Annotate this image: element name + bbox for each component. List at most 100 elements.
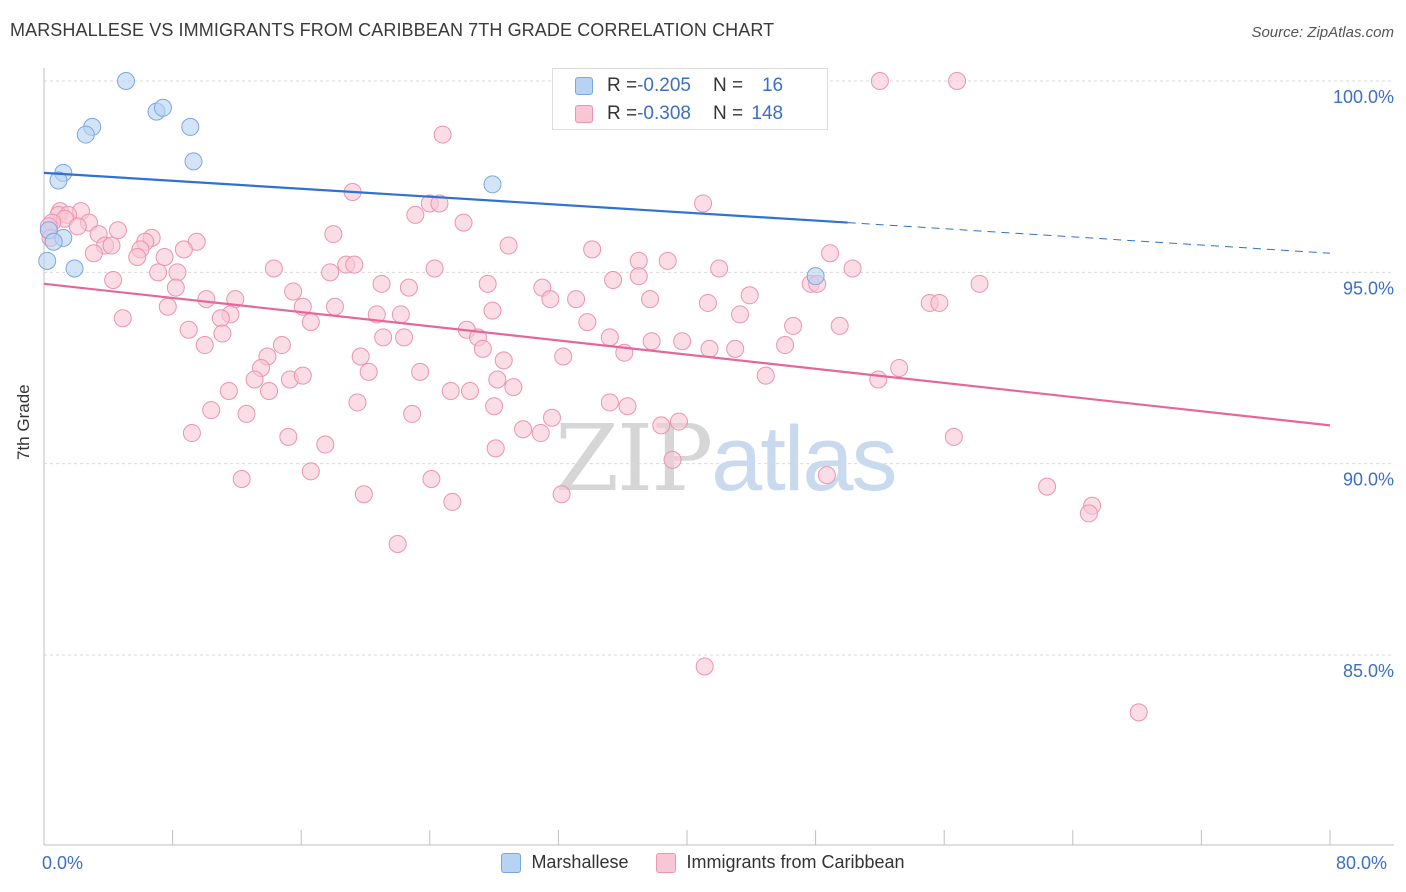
caribbean-point <box>293 366 312 385</box>
caribbean-point <box>473 339 492 358</box>
caribbean-swatch <box>575 105 593 123</box>
stats-row-marshallese: R = -0.205 N = 16 <box>575 73 783 99</box>
caribbean-point <box>478 274 497 293</box>
caribbean-point <box>817 466 836 485</box>
caribbean-point <box>272 336 291 355</box>
caribbean-point <box>698 293 717 312</box>
caribbean-point <box>359 362 378 381</box>
caribbean-point <box>367 305 386 324</box>
legend-item-marshallese: Marshallese <box>501 852 628 873</box>
caribbean-point <box>583 240 602 259</box>
marshallese-swatch <box>575 77 593 95</box>
caribbean-point <box>710 259 729 278</box>
caribbean-point <box>108 221 127 240</box>
caribbean-point <box>673 332 692 351</box>
marshallese-point <box>76 125 95 144</box>
watermark-atlas: atlas <box>711 408 897 510</box>
legend-swatch-marshallese <box>501 852 522 873</box>
caribbean-point <box>726 339 745 358</box>
marshallese-point <box>483 175 502 194</box>
caribbean-point <box>348 393 367 412</box>
caribbean-point <box>84 244 103 263</box>
caribbean-point <box>970 274 989 293</box>
caribbean-point <box>264 259 283 278</box>
marshallese-point <box>806 267 825 286</box>
caribbean-point <box>669 412 688 431</box>
caribbean-point <box>166 278 185 297</box>
caribbean-point <box>604 270 623 289</box>
caribbean-point <box>504 378 523 397</box>
caribbean-point <box>600 328 619 347</box>
caribbean-point <box>542 408 561 427</box>
y-tick-label: 100.0% <box>1333 87 1394 107</box>
caribbean-point <box>195 336 214 355</box>
caribbean-point <box>182 424 201 443</box>
caribbean-point <box>531 424 550 443</box>
caribbean-point <box>658 251 677 270</box>
marshallese-point <box>184 152 203 171</box>
caribbean-point <box>102 236 121 255</box>
caribbean-point <box>351 347 370 366</box>
legend-label-marshallese: Marshallese <box>531 852 629 872</box>
x-tick-label-max: 80.0% <box>1336 853 1388 873</box>
caribbean-point <box>345 255 364 274</box>
caribbean-point <box>948 72 967 90</box>
stats-r-label: R = <box>607 103 638 124</box>
stats-legend-box: R = -0.205 N = 16 R = -0.308 N = 148 <box>552 68 828 130</box>
caribbean-point <box>600 393 619 412</box>
caribbean-point <box>483 301 502 320</box>
caribbean-point <box>843 259 862 278</box>
stats-n-value: 16 <box>761 75 784 96</box>
caribbean-point <box>260 381 279 400</box>
caribbean-point <box>930 293 949 312</box>
caribbean-point <box>830 316 849 335</box>
legend-item-caribbean: Immigrants from Caribbean <box>656 852 905 873</box>
caribbean-point <box>740 286 759 305</box>
marshallese-point <box>44 232 63 251</box>
caribbean-point <box>776 336 795 355</box>
caribbean-point <box>944 427 963 446</box>
caribbean-point <box>663 450 682 469</box>
y-axis-label: 7th Grade <box>14 384 33 460</box>
caribbean-point <box>695 657 714 676</box>
caribbean-point <box>406 205 425 224</box>
marshallese-trend-line <box>43 171 848 224</box>
source-label: Source: ZipAtlas.com <box>1251 24 1394 41</box>
caribbean-point <box>869 370 888 389</box>
caribbean-point <box>494 351 513 370</box>
stats-row-caribbean: R = -0.308 N = 148 <box>575 101 783 127</box>
caribbean-point <box>554 347 573 366</box>
caribbean-point <box>486 439 505 458</box>
caribbean-point <box>316 435 335 454</box>
caribbean-point <box>301 313 320 332</box>
caribbean-point <box>731 305 750 324</box>
caribbean-point <box>541 290 560 309</box>
caribbean-point <box>552 485 571 504</box>
caribbean-point <box>202 401 221 420</box>
caribbean-point <box>694 194 713 213</box>
marshallese-trend-extension <box>847 222 1331 254</box>
marshallese-point <box>49 171 68 190</box>
y-tick-label: 90.0% <box>1343 470 1394 490</box>
caribbean-point <box>870 72 889 90</box>
caribbean-point <box>168 263 187 282</box>
caribbean-trend-line <box>43 282 1331 427</box>
stats-r-value: -0.308 <box>637 103 691 124</box>
caribbean-point <box>514 420 533 439</box>
caribbean-point <box>284 282 303 301</box>
chart-title: MARSHALLESE VS IMMIGRANTS FROM CARIBBEAN… <box>10 20 775 40</box>
marshallese-point <box>181 117 200 136</box>
caribbean-point <box>1129 703 1148 722</box>
caribbean-point <box>372 274 391 293</box>
legend-label-caribbean: Immigrants from Caribbean <box>686 852 905 872</box>
caribbean-point <box>113 309 132 328</box>
marshallese-point <box>153 98 172 117</box>
caribbean-point <box>179 320 198 339</box>
y-tick-label: 85.0% <box>1343 661 1394 681</box>
caribbean-point <box>68 217 87 236</box>
legend-swatch-caribbean <box>656 852 677 873</box>
caribbean-point <box>652 416 671 435</box>
caribbean-point <box>411 362 430 381</box>
caribbean-point <box>237 404 256 423</box>
